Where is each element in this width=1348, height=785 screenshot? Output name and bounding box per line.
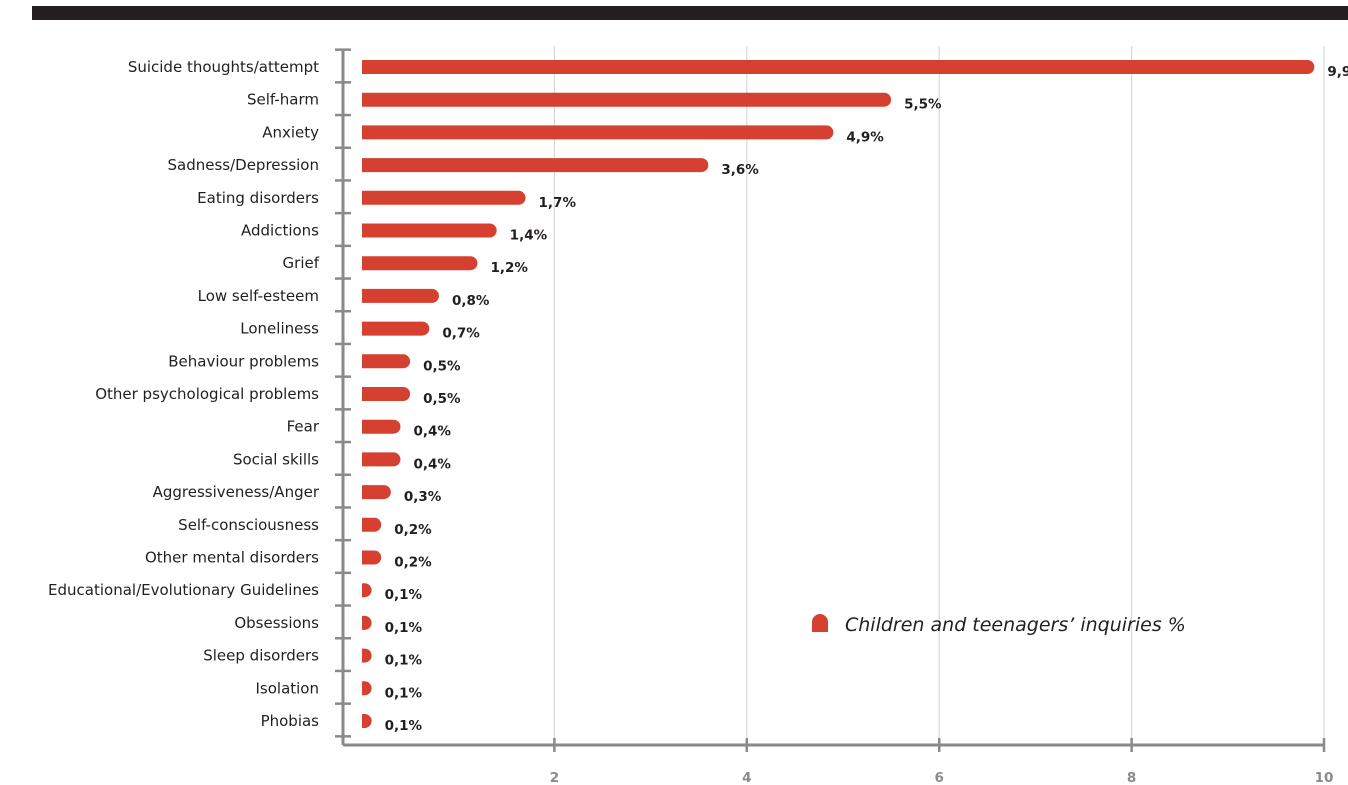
value-label: 0,1% — [385, 587, 423, 603]
bar — [362, 223, 497, 238]
x-tick-label: 8 — [1127, 770, 1136, 785]
category-label: Aggressiveness/Anger — [153, 483, 320, 501]
x-tick-label: 4 — [742, 770, 751, 785]
category-label: Self-consciousness — [178, 516, 319, 534]
value-label: 1,2% — [490, 260, 528, 276]
bar — [362, 615, 372, 630]
category-label: Anxiety — [262, 123, 319, 141]
bar — [362, 256, 478, 271]
bar — [362, 452, 401, 467]
category-label: Other psychological problems — [95, 385, 319, 403]
category-label: Grief — [283, 254, 320, 272]
category-label: Addictions — [241, 222, 319, 240]
x-tick-label: 2 — [550, 770, 559, 785]
value-label: 0,5% — [423, 358, 461, 374]
value-label: 3,6% — [721, 162, 759, 178]
bar — [362, 681, 372, 696]
value-label: 0,2% — [394, 555, 432, 571]
value-label: 0,1% — [385, 718, 423, 734]
value-label: 0,1% — [385, 653, 423, 669]
value-label: 0,3% — [404, 489, 442, 505]
value-label: 0,4% — [413, 456, 451, 472]
category-label: Self-harm — [247, 91, 319, 109]
legend-label: Children and teenagers’ inquiries % — [845, 614, 1186, 636]
bar — [362, 158, 709, 173]
category-label: Loneliness — [240, 320, 319, 338]
bar — [362, 419, 401, 434]
bar — [362, 517, 382, 532]
bar — [362, 190, 526, 205]
value-label: 5,5% — [904, 97, 942, 113]
bar — [362, 321, 430, 336]
category-label: Sadness/Depression — [167, 156, 319, 174]
category-label: Obsessions — [234, 614, 319, 632]
bar — [362, 288, 439, 303]
category-label: Behaviour problems — [168, 352, 319, 370]
value-label: 9,9% — [1327, 64, 1348, 80]
category-label: Suicide thoughts/attempt — [128, 58, 319, 76]
bar — [362, 92, 892, 107]
bar — [362, 583, 372, 598]
bar — [362, 550, 382, 565]
category-label: Educational/Evolutionary Guidelines — [48, 581, 319, 599]
x-tick-label: 6 — [934, 770, 943, 785]
bar — [362, 648, 372, 663]
value-label: 1,7% — [539, 195, 577, 211]
value-label: 0,2% — [394, 522, 432, 538]
value-label: 0,5% — [423, 391, 461, 407]
category-label: Sleep disorders — [203, 647, 319, 665]
bar — [362, 387, 411, 401]
value-label: 0,4% — [413, 424, 451, 440]
category-label: Isolation — [255, 679, 319, 697]
value-label: 1,4% — [510, 228, 548, 244]
legend-swatch — [812, 614, 828, 632]
bar — [362, 60, 1315, 74]
top-band — [32, 6, 1348, 20]
category-label: Other mental disorders — [145, 549, 319, 567]
category-label: Fear — [287, 418, 320, 436]
category-label: Phobias — [261, 712, 320, 730]
category-label: Eating disorders — [197, 189, 319, 207]
bar — [362, 125, 834, 140]
value-label: 4,9% — [846, 129, 884, 145]
x-tick-label: 10 — [1315, 770, 1334, 785]
value-label: 0,1% — [385, 620, 423, 636]
bar — [362, 714, 372, 728]
value-label: 0,7% — [442, 326, 480, 342]
value-label: 0,8% — [452, 293, 490, 309]
category-label: Low self-esteem — [198, 287, 319, 305]
value-label: 0,1% — [385, 685, 423, 701]
bar — [362, 485, 391, 500]
category-label: Social skills — [233, 450, 319, 468]
bar — [362, 354, 411, 369]
